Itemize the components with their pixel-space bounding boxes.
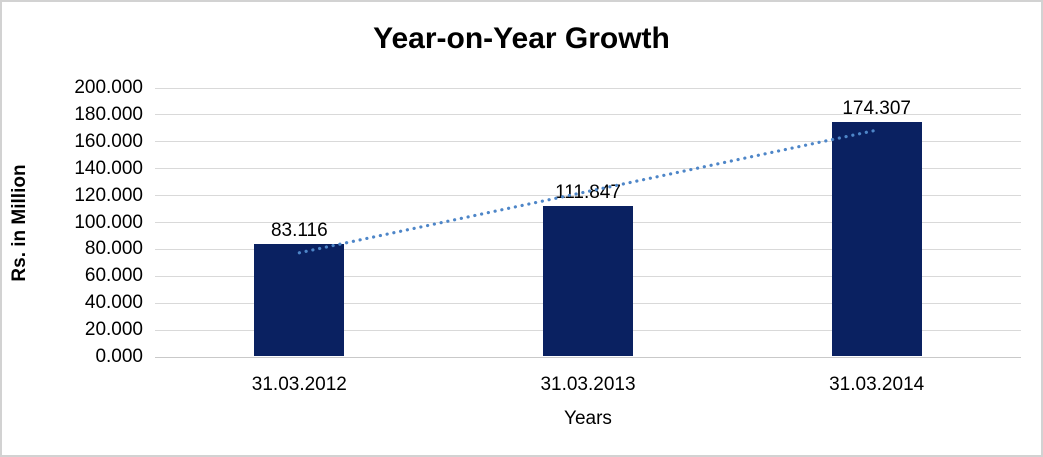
- bar-value-label: 111.847: [555, 181, 621, 203]
- bar-31.03.2012: [254, 244, 345, 356]
- bar-31.03.2013: [543, 205, 633, 356]
- x-tick-label: 31.03.2013: [540, 374, 636, 395]
- bar-value-label: 174.307: [842, 97, 911, 119]
- y-tick-label: 180.000: [74, 103, 143, 125]
- gridline: [155, 195, 1021, 197]
- x-tick-label: 31.03.2014: [829, 374, 925, 395]
- x-axis-title: Years: [564, 408, 612, 429]
- gridline: [155, 87, 1021, 89]
- y-tick-label: 40.000: [84, 292, 143, 314]
- y-tick-label: 20.000: [84, 319, 143, 341]
- gridline: [155, 114, 1021, 116]
- y-tick-label: 140.000: [74, 157, 143, 179]
- x-axis-line: [155, 356, 1021, 358]
- y-tick-label: 160.000: [74, 130, 143, 152]
- y-tick-label: 100.000: [74, 211, 143, 233]
- y-tick-label: 60.000: [84, 265, 143, 287]
- y-tick-label: 200.000: [74, 77, 143, 98]
- plot-area: 83.116 111.847 174.307: [155, 87, 1021, 358]
- x-tick-label: 31.03.2012: [251, 374, 347, 395]
- chart-title: Year-on-Year Growth: [373, 22, 670, 55]
- bar-value-label: 83.116: [270, 220, 328, 242]
- bar-31.03.2014: [831, 121, 922, 356]
- y-tick-label: 120.000: [74, 184, 143, 206]
- y-axis-title: Rs. in Million: [9, 164, 30, 282]
- gridline: [155, 141, 1021, 143]
- y-tick-label: 0.000: [95, 346, 143, 367]
- gridline: [155, 168, 1021, 170]
- trendline: [297, 128, 879, 255]
- y-tick-label: 80.000: [84, 238, 143, 260]
